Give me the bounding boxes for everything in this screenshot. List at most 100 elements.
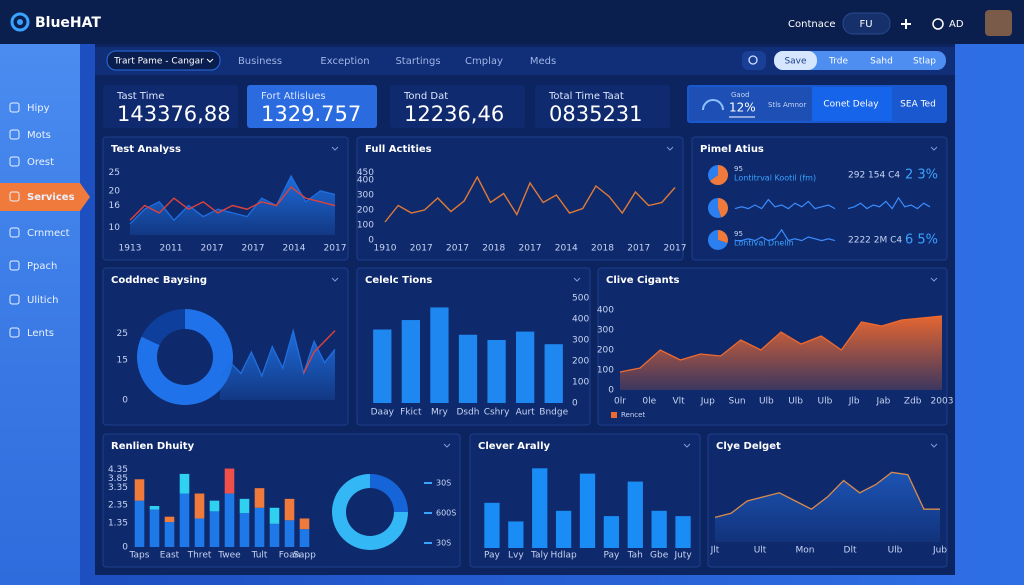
- bar: [484, 502, 500, 548]
- x-tick-label: 2017: [242, 244, 265, 254]
- bar: [224, 493, 235, 547]
- bar: [224, 468, 235, 494]
- x-tick-label: Lvy: [508, 551, 524, 561]
- panel-title: Coddnec Baysing: [111, 275, 207, 286]
- x-tick-label: Mry: [431, 408, 448, 418]
- plus-icon: [901, 19, 911, 29]
- side-item[interactable]: Lents: [27, 328, 54, 339]
- area-edge: [219, 328, 336, 380]
- x-tick-label: 2014: [283, 244, 306, 254]
- side-item[interactable]: Services: [27, 192, 75, 203]
- x-tick-label: 2003: [931, 397, 954, 407]
- summary-button[interactable]: SEA Ted: [900, 100, 936, 110]
- summary-button[interactable]: Conet Delay: [823, 100, 879, 110]
- side-item[interactable]: Hipy: [27, 103, 50, 114]
- bar: [254, 488, 265, 508]
- side-item[interactable]: Ulitich: [27, 295, 58, 306]
- y-tick-label: 400: [357, 176, 374, 186]
- x-tick-label: 2017: [201, 244, 224, 254]
- summary-value: 12%: [729, 101, 756, 115]
- side-item[interactable]: Mots: [27, 130, 51, 141]
- panel-title: Pimel Atius: [700, 144, 764, 155]
- toolbar-button[interactable]: Save: [784, 57, 807, 67]
- kpi-card: [103, 85, 238, 128]
- x-tick-label: East: [160, 551, 180, 561]
- panel: [356, 136, 684, 261]
- donut-segment: [370, 474, 408, 512]
- area-edge: [714, 471, 940, 519]
- bar: [194, 518, 205, 547]
- row-label: Lontitrval Kootil (fm): [734, 174, 816, 183]
- kpi-card: [390, 85, 525, 128]
- side-icon: [9, 129, 20, 140]
- bar: [164, 522, 175, 547]
- tab[interactable]: Exception: [320, 56, 369, 67]
- panel-title: Clever Arally: [478, 441, 551, 452]
- x-tick-label: Twee: [217, 551, 241, 561]
- panel-menu: [573, 277, 581, 282]
- line: [303, 330, 336, 374]
- y-tick-label: 16: [109, 201, 121, 211]
- bar: [239, 513, 250, 547]
- x-tick-label: 1910: [374, 244, 397, 254]
- x-tick-label: Vlt: [672, 397, 685, 407]
- bar: [651, 510, 667, 548]
- header-link: Contnace: [788, 19, 835, 30]
- x-tick-label: Dsdh: [456, 408, 479, 418]
- x-tick-label: Sapp: [293, 551, 316, 561]
- bar: [532, 468, 548, 548]
- panel-menu: [930, 277, 938, 282]
- dropdown-label: Trart Pame - Cangar: [113, 57, 204, 67]
- area: [715, 472, 940, 542]
- bar: [254, 507, 265, 547]
- search-button[interactable]: [742, 51, 766, 70]
- kpi-value: 12236,46: [404, 102, 504, 126]
- bar: [194, 493, 205, 519]
- row-pct: 2 3%: [905, 168, 938, 183]
- toolbar-button[interactable]: Sahd: [870, 57, 893, 67]
- x-tick-label: 0le: [642, 397, 656, 407]
- icon-pie: [709, 165, 728, 185]
- tab[interactable]: Startings: [395, 56, 440, 67]
- side-item[interactable]: Crnmect: [27, 228, 70, 239]
- panel-menu: [683, 443, 691, 448]
- summary-mid: [812, 87, 892, 121]
- tab[interactable]: Cmplay: [465, 56, 503, 67]
- legend-label: 30S: [436, 479, 451, 488]
- y-tick-label: 3.85: [108, 474, 128, 484]
- search-icon: [748, 55, 758, 65]
- icon-pie: [708, 165, 718, 181]
- side-icon: [9, 102, 20, 113]
- gauge-icon: [702, 99, 724, 111]
- y-tick-label: 0: [122, 396, 128, 406]
- legend-swatch: [611, 412, 617, 418]
- side-icon: [9, 227, 20, 238]
- y-tick-label: 0: [368, 236, 374, 246]
- sparkline: [735, 228, 836, 242]
- bar: [299, 518, 310, 530]
- side-item[interactable]: Ppach: [27, 261, 57, 272]
- toolbar-button[interactable]: Trde: [828, 57, 848, 67]
- side-item[interactable]: Orest: [27, 157, 54, 168]
- side-icon: [9, 260, 20, 271]
- x-tick-label: Ulb: [888, 546, 903, 556]
- x-tick-label: Taly: [530, 551, 549, 561]
- bar: [516, 331, 535, 403]
- avatar[interactable]: [985, 10, 1012, 36]
- bar: [179, 473, 190, 494]
- tab[interactable]: Business: [238, 56, 282, 67]
- dropdown[interactable]: [106, 50, 221, 71]
- icon-pie: [708, 230, 728, 250]
- button-group: [774, 51, 946, 70]
- header-button[interactable]: [842, 12, 891, 35]
- x-tick-label: Cshry: [484, 408, 510, 418]
- side-icon: [9, 327, 20, 338]
- y-tick-label: 300: [357, 191, 374, 201]
- y-tick-label: 100: [597, 366, 614, 376]
- toolbar-button[interactable]: Stlap: [913, 57, 936, 67]
- tab[interactable]: Meds: [530, 56, 556, 67]
- x-tick-label: Dlt: [844, 546, 857, 556]
- summary-note: Stls Amnor: [768, 101, 806, 109]
- kpi-label: Total Time Taat: [548, 91, 624, 102]
